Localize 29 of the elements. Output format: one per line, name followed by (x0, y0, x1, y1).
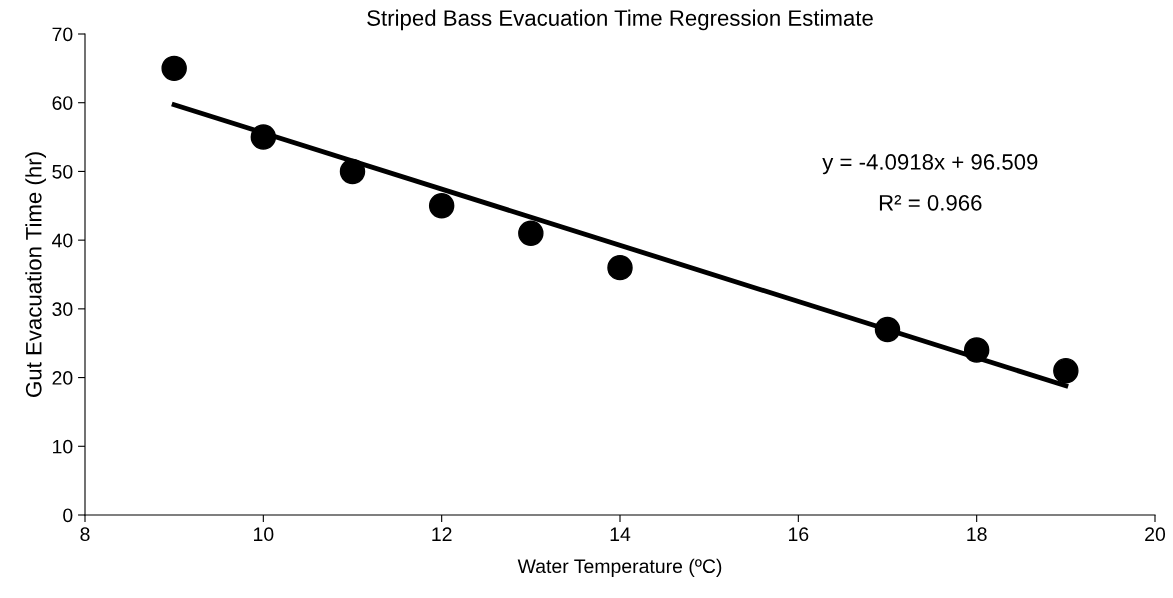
x-tick-label: 14 (610, 527, 631, 541)
annotation: R² = 0.966 (879, 194, 982, 211)
y-tick-label: 50 (52, 164, 73, 179)
x-tick-label: 16 (789, 527, 809, 542)
x-tick-label: 12 (432, 527, 452, 541)
y-tick-label: 20 (52, 371, 73, 385)
point (1053, 357, 1079, 384)
y-tick-label: 70 (52, 27, 73, 42)
annotation: y = -4.0918x + 96.509 (822, 154, 1038, 175)
point (161, 55, 187, 82)
x-tick-label: 10 (254, 527, 274, 542)
y-tick-label: 40 (52, 233, 73, 248)
point (250, 124, 277, 150)
point (607, 254, 633, 281)
y-tick-label: 30 (52, 302, 73, 317)
point (428, 193, 455, 219)
point (874, 316, 901, 343)
point (518, 220, 544, 246)
point (963, 337, 990, 363)
x-tick-label: 18 (967, 527, 987, 542)
y-tick-label: 10 (53, 439, 73, 454)
x-axis-title: Water Temperature (ºC) (517, 558, 722, 577)
chart-title: Striped Bass Evacuation Time Regression Estimate (367, 9, 873, 31)
y-tick-label: 60 (52, 96, 73, 110)
x-tick-label: 8 (80, 527, 90, 542)
y-axis-title: Gut Evacuation Time (hr) (25, 152, 46, 397)
y-tick-label: 0 (63, 508, 73, 523)
x-tick-label: 20 (1145, 527, 1166, 542)
point (339, 158, 366, 185)
